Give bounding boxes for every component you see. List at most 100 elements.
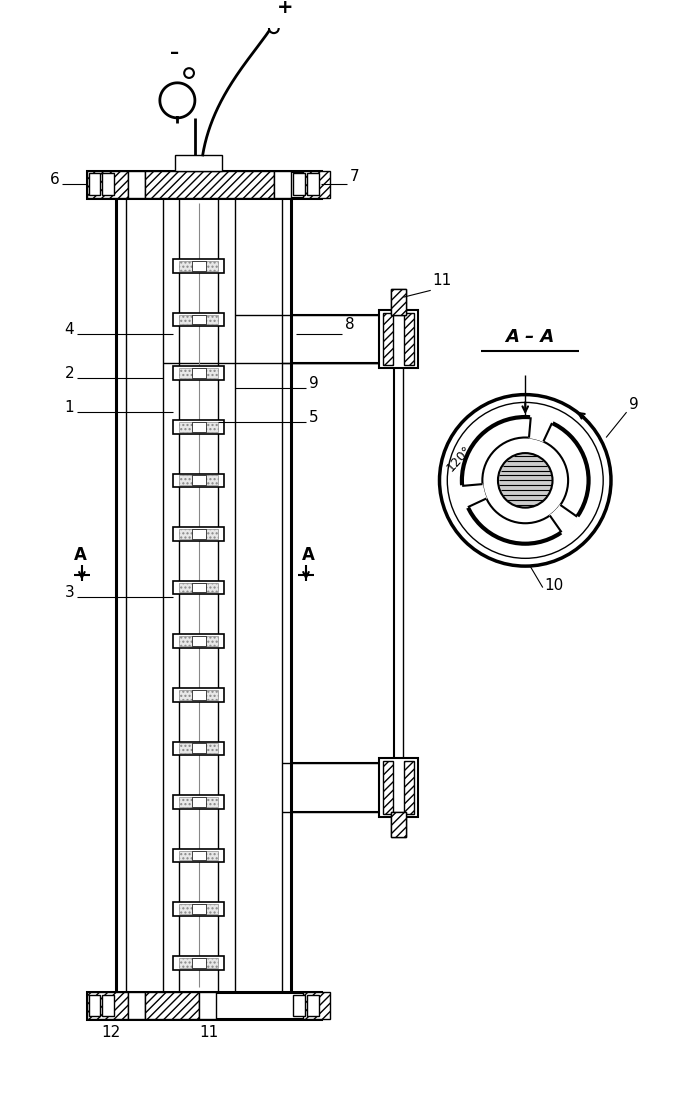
Bar <box>192 851 206 860</box>
Bar <box>307 995 319 1017</box>
Circle shape <box>269 23 279 33</box>
Bar <box>173 367 224 380</box>
Bar <box>180 690 218 700</box>
Bar <box>180 315 218 325</box>
Text: 9: 9 <box>309 375 319 391</box>
Wedge shape <box>550 505 579 534</box>
Bar <box>192 904 206 914</box>
Bar <box>87 991 128 1019</box>
Bar <box>145 991 199 1019</box>
Bar <box>87 170 128 198</box>
Bar <box>274 170 292 198</box>
Bar <box>192 262 206 270</box>
Bar <box>180 851 218 860</box>
Bar <box>89 995 100 1017</box>
Text: 2: 2 <box>65 367 74 381</box>
Bar <box>180 422 218 432</box>
Bar <box>192 690 206 700</box>
Circle shape <box>462 417 588 543</box>
Bar <box>405 761 414 814</box>
Bar <box>87 170 321 198</box>
Bar <box>199 991 216 1019</box>
Bar <box>145 170 274 198</box>
Circle shape <box>482 437 568 523</box>
Circle shape <box>184 68 194 78</box>
Bar <box>180 636 218 646</box>
Bar <box>173 742 224 755</box>
Bar <box>391 289 407 315</box>
Bar <box>180 369 218 378</box>
Bar <box>173 474 224 487</box>
Bar <box>293 173 305 195</box>
Bar <box>180 262 218 270</box>
Text: +: + <box>277 0 294 17</box>
Wedge shape <box>459 485 486 508</box>
Bar <box>103 995 114 1017</box>
Bar <box>192 636 206 646</box>
Text: A: A <box>74 546 87 564</box>
Text: 7: 7 <box>350 169 359 184</box>
Bar <box>180 583 218 593</box>
Bar <box>391 289 407 315</box>
Bar <box>383 761 393 814</box>
Text: 8: 8 <box>345 317 354 332</box>
Bar <box>173 581 224 594</box>
Bar <box>180 797 218 807</box>
Bar <box>87 991 321 1019</box>
Circle shape <box>447 403 603 559</box>
Bar <box>173 312 224 327</box>
Bar <box>173 259 224 273</box>
Bar <box>173 688 224 701</box>
Bar <box>192 529 206 539</box>
Text: 3: 3 <box>65 585 74 601</box>
Bar <box>391 811 407 837</box>
Text: 11: 11 <box>433 274 452 288</box>
Bar <box>173 902 224 916</box>
Text: A – A: A – A <box>506 328 555 346</box>
Bar <box>303 170 330 198</box>
Bar <box>379 310 418 369</box>
Text: 10: 10 <box>545 578 564 594</box>
Bar <box>192 958 206 967</box>
Text: 6: 6 <box>50 172 59 188</box>
Bar <box>173 420 224 434</box>
Bar <box>391 811 407 837</box>
Bar <box>180 904 218 914</box>
Bar <box>192 797 206 807</box>
Bar <box>173 795 224 809</box>
Bar <box>128 170 145 198</box>
Circle shape <box>440 394 611 566</box>
Bar <box>180 958 218 967</box>
Bar <box>383 312 393 365</box>
Bar <box>192 583 206 593</box>
Bar <box>379 758 418 817</box>
Text: 5: 5 <box>309 410 319 425</box>
Text: 120°: 120° <box>444 444 474 475</box>
Text: 4: 4 <box>65 322 74 337</box>
Bar <box>180 476 218 486</box>
Text: A: A <box>301 546 314 564</box>
Bar <box>175 155 222 170</box>
Bar <box>173 849 224 862</box>
Bar <box>180 743 218 753</box>
Text: 1: 1 <box>65 400 74 415</box>
Text: 9: 9 <box>629 397 638 412</box>
Bar <box>89 173 100 195</box>
Bar <box>192 422 206 432</box>
Bar <box>192 476 206 486</box>
Wedge shape <box>529 414 553 442</box>
Text: 11: 11 <box>199 1025 218 1040</box>
Bar <box>103 173 114 195</box>
Text: 12: 12 <box>102 1025 120 1040</box>
Bar <box>192 743 206 753</box>
Bar <box>293 995 305 1017</box>
Bar <box>173 527 224 541</box>
Bar <box>192 315 206 325</box>
Bar <box>303 991 330 1019</box>
Bar <box>180 529 218 539</box>
Bar <box>405 312 414 365</box>
Bar <box>128 991 145 1019</box>
Text: –: – <box>170 44 179 62</box>
Bar <box>192 369 206 378</box>
Circle shape <box>498 453 552 508</box>
